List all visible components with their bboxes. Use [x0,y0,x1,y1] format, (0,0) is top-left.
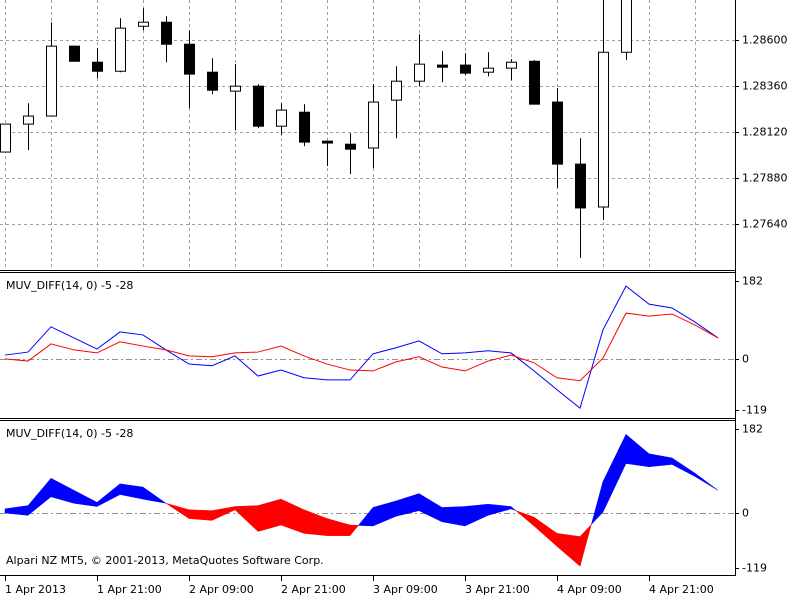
y-tick-label: 1.27640 [742,218,788,231]
x-tick-label: 3 Apr 21:00 [465,583,530,596]
candle-body [276,109,287,127]
candle-body [253,85,264,127]
y-tick-label: 182 [742,423,763,436]
indicator-fill [510,505,516,511]
candle-body [483,67,494,73]
candle-body [391,80,402,101]
candle-body [506,61,517,69]
candle-body [437,64,448,68]
x-tick-label: 1 Apr 21:00 [97,583,162,596]
candle-body [161,21,172,45]
candle-body [207,71,218,91]
axes: 1.28600 1.28360 1.28120 1.27880 1.27640 1 Apr… [5,34,788,596]
candle-body [46,45,57,117]
indicator-line [4,285,719,410]
indicator-panel: MUV_DIFF(14, 0) -5 -28 [0,427,735,567]
candle-body [322,140,333,144]
y-tick-label: 0 [742,507,749,520]
y-tick-label: 1.28600 [742,34,788,47]
x-tick-label: 4 Apr 09:00 [557,583,622,596]
y-tick-label: 0 [742,353,749,366]
candle-body [529,60,540,105]
y-tick-label: 1.28360 [742,80,788,93]
y-tick-label: -119 [742,404,767,417]
candle-body [460,64,471,74]
candle-body [138,21,149,27]
y-tick-label: 182 [742,275,763,288]
indicator-fill [142,486,167,504]
x-tick-label: 2 Apr 21:00 [281,583,346,596]
indicator-title: MUV_DIFF(14, 0) -5 -28 [6,427,133,440]
candle-body [414,63,425,82]
candle-body [69,45,80,62]
indicator-fill [349,524,359,537]
x-tick-label: 1 Apr 2013 [5,583,66,596]
candle-body [598,51,609,208]
candle-body [552,101,563,165]
candle-body [0,123,11,153]
candle-body [621,0,632,53]
x-tick-label: 2 Apr 09:00 [189,583,254,596]
candle-body [92,61,103,72]
indicator-line [4,312,719,382]
y-tick-label: 1.27880 [742,172,788,185]
indicator-fill [694,472,719,491]
y-tick-label: 1.28120 [742,126,788,139]
y-tick-label: -119 [742,562,767,575]
candle-body [368,101,379,149]
candle-body [345,143,356,150]
indicator-panel: MUV_DIFF(14, 0) -5 -28 [0,279,735,410]
watermark: Alpari NZ MT5, © 2001-2013, MetaQuotes S… [6,554,324,567]
candle-body [230,85,241,92]
x-tick-label: 4 Apr 21:00 [649,583,714,596]
x-tick-label: 3 Apr 09:00 [373,583,438,596]
indicator-title: MUV_DIFF(14, 0) -5 -28 [6,279,133,292]
indicator-fill [188,509,213,521]
candle-body [23,115,34,125]
candle-body [575,163,586,209]
candle-body [115,27,126,72]
candle-body [299,111,310,143]
candle-body [184,43,195,75]
indicator-fill [579,524,592,567]
price-panel [0,0,735,270]
